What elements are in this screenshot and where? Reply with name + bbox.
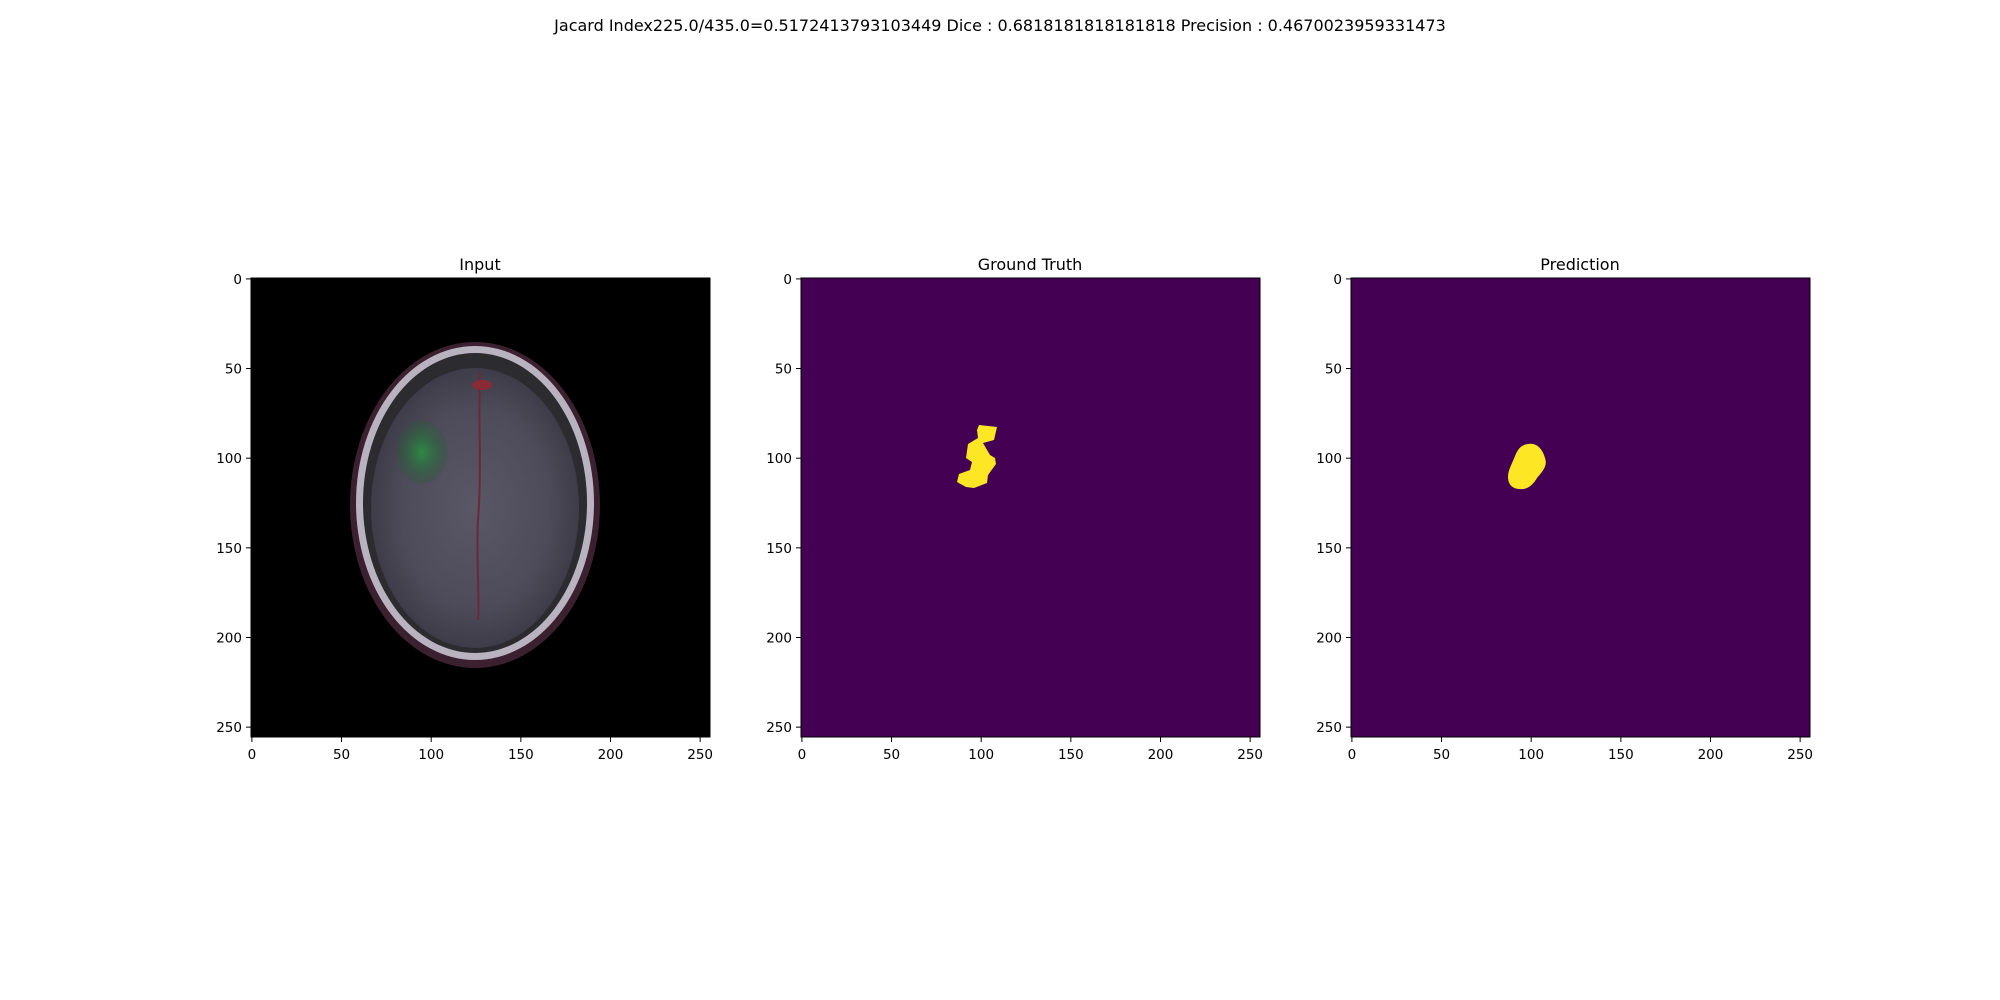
panel-prediction: Prediction 0 50 100 150 200 250 0 50 100 150 200 2… — [1316, 255, 1813, 763]
panel-ground-truth-yticks: 0 50 100 150 200 250 — [766, 272, 801, 736]
panel-input: Input 0 50 100 150 200 250 0 50 100 150 200 250 — [216, 255, 713, 763]
y-tick-label: 100 — [216, 451, 242, 467]
y-tick-label: 150 — [216, 541, 242, 557]
y-tick-label: 200 — [766, 630, 792, 646]
x-tick-label: 200 — [1148, 747, 1174, 763]
x-tick-label: 150 — [1608, 747, 1634, 763]
y-tick-label: 250 — [766, 720, 792, 736]
panel-input-yticks: 0 50 100 150 200 250 — [216, 272, 251, 736]
x-tick-label: 250 — [687, 747, 713, 763]
panel-input-xticks: 0 50 100 150 200 250 — [248, 737, 713, 763]
y-tick-label: 50 — [1325, 362, 1342, 378]
x-tick-label: 150 — [1058, 747, 1084, 763]
y-tick-label: 0 — [1333, 272, 1342, 288]
x-tick-label: 50 — [333, 747, 350, 763]
figure-suptitle: Jacard Index225.0/435.0=0.51724137931034… — [553, 16, 1446, 35]
ground-truth-mask-background — [801, 278, 1260, 737]
panel-ground-truth: Ground Truth 0 50 100 150 200 250 0 50 100 150 20… — [766, 255, 1263, 763]
panel-prediction-yticks: 0 50 100 150 200 250 — [1316, 272, 1351, 736]
prediction-mask-background — [1351, 278, 1810, 737]
y-tick-label: 100 — [766, 451, 792, 467]
ground-truth-lesion-mask — [957, 425, 997, 488]
x-tick-label: 0 — [248, 747, 257, 763]
x-tick-label: 150 — [508, 747, 534, 763]
x-tick-label: 0 — [1348, 747, 1357, 763]
x-tick-label: 100 — [968, 747, 994, 763]
y-tick-label: 50 — [775, 362, 792, 378]
y-tick-label: 50 — [225, 362, 242, 378]
y-tick-label: 200 — [216, 630, 242, 646]
panel-prediction-title: Prediction — [1540, 255, 1619, 274]
panel-prediction-frame — [1350, 277, 1811, 738]
y-tick-label: 0 — [783, 272, 792, 288]
y-tick-label: 200 — [1316, 630, 1342, 646]
x-tick-label: 200 — [1698, 747, 1724, 763]
x-tick-label: 100 — [418, 747, 444, 763]
x-tick-label: 250 — [1237, 747, 1263, 763]
y-tick-label: 0 — [233, 272, 242, 288]
panel-ground-truth-xticks: 0 50 100 150 200 250 — [798, 737, 1263, 763]
y-tick-label: 150 — [766, 541, 792, 557]
y-tick-label: 250 — [1316, 720, 1342, 736]
x-tick-label: 50 — [1433, 747, 1450, 763]
x-tick-label: 100 — [1518, 747, 1544, 763]
x-tick-label: 0 — [798, 747, 807, 763]
panel-input-frame — [250, 277, 711, 738]
prediction-lesion-mask — [1508, 443, 1546, 490]
panel-ground-truth-title: Ground Truth — [978, 255, 1083, 274]
x-tick-label: 200 — [598, 747, 624, 763]
panel-prediction-xticks: 0 50 100 150 200 250 — [1348, 737, 1813, 763]
panel-input-image — [251, 278, 710, 737]
x-tick-label: 50 — [883, 747, 900, 763]
y-tick-label: 150 — [1316, 541, 1342, 557]
y-tick-label: 250 — [216, 720, 242, 736]
x-tick-label: 250 — [1787, 747, 1813, 763]
panel-ground-truth-frame — [800, 277, 1261, 738]
panel-input-title: Input — [459, 255, 500, 274]
y-tick-label: 100 — [1316, 451, 1342, 467]
